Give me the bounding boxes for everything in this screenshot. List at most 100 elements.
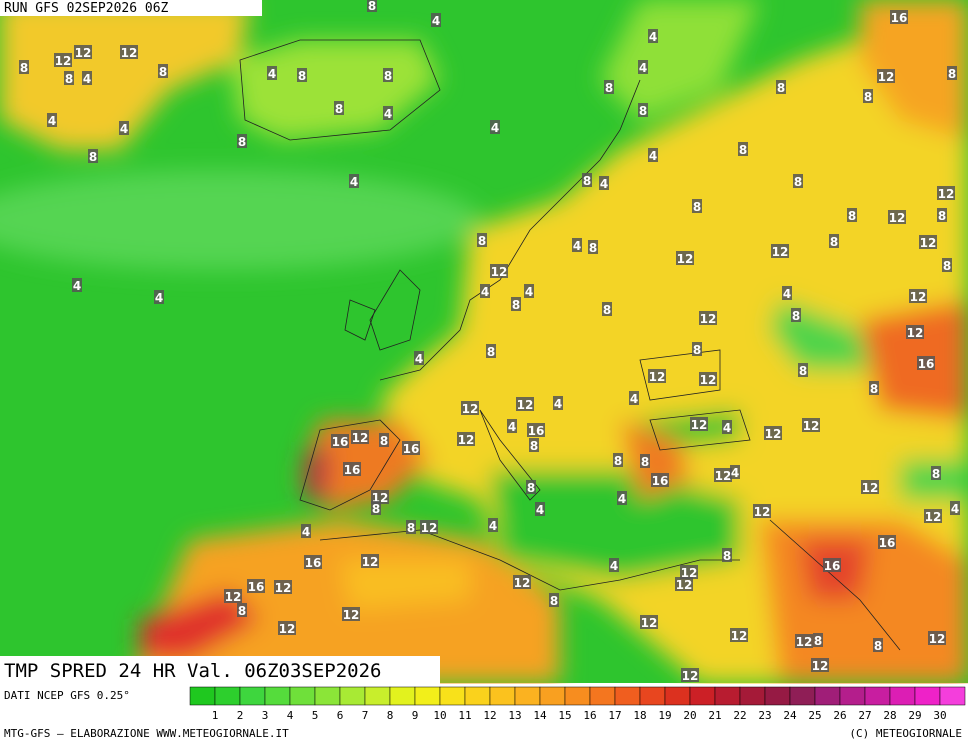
legend-tick-label: 11 — [458, 709, 471, 722]
contour-label: 8 — [384, 69, 392, 83]
legend-tick-label: 10 — [433, 709, 446, 722]
contour-label-box — [802, 418, 820, 432]
contour-label: 4 — [554, 397, 562, 411]
contour-label-box — [798, 363, 808, 377]
legend-swatch — [889, 686, 916, 706]
legend-swatch — [289, 686, 316, 706]
contour-label: 8 — [65, 72, 73, 86]
contour-label: 8 — [848, 209, 856, 223]
contour-label-box — [648, 369, 666, 383]
contour-label-box — [54, 53, 72, 67]
contour-label-box — [680, 565, 698, 579]
legend-swatch — [264, 686, 291, 706]
contour-label-box — [588, 240, 598, 254]
contour-label-box — [535, 502, 545, 516]
contour-label: 12 — [889, 211, 906, 225]
contour-label: 4 — [489, 519, 497, 533]
contour-label: 12 — [925, 510, 942, 524]
legend-tick-label: 30 — [933, 709, 946, 722]
contour-label-box — [349, 174, 359, 188]
contour-label: 16 — [248, 580, 265, 594]
contour-label-box — [513, 575, 531, 589]
contour-label: 12 — [462, 402, 479, 416]
contour-label-box — [873, 638, 883, 652]
contour-label: 16 — [528, 424, 545, 438]
contour-label: 8 — [943, 259, 951, 273]
contour-label-box — [524, 284, 534, 298]
map-title: TMP SPRED 24 HR Val. 06Z03SEP2026 — [4, 660, 382, 682]
legend-tick-label: 5 — [312, 709, 319, 722]
contour-label-box — [823, 558, 841, 572]
contour-label-box — [924, 509, 942, 523]
contour-label-box — [692, 342, 702, 356]
contour-label-box — [343, 462, 361, 476]
legend-swatch — [464, 686, 491, 706]
contour-label-box — [730, 465, 740, 479]
contour-label: 16 — [652, 474, 669, 488]
contour-label: 12 — [225, 590, 242, 604]
contour-label: 12 — [862, 481, 879, 495]
legend-swatch — [539, 686, 566, 706]
legend-tick-label: 12 — [483, 709, 496, 722]
legend-tick-label: 28 — [883, 709, 896, 722]
contour-label-box — [771, 244, 789, 258]
legend-tick-label: 3 — [262, 709, 269, 722]
contour-label: 12 — [715, 469, 732, 483]
legend-tick-label: 13 — [508, 709, 521, 722]
contour-label-box — [675, 577, 693, 591]
contour-label-box — [602, 302, 612, 316]
contour-label-box — [274, 580, 292, 594]
legend-swatch — [564, 686, 591, 706]
contour-label-box — [609, 558, 619, 572]
contour-label: 8 — [605, 81, 613, 95]
contour-label: 4 — [415, 352, 423, 366]
contour-label: 16 — [879, 536, 896, 550]
contour-label: 12 — [796, 635, 813, 649]
legend-swatch — [864, 686, 891, 706]
contour-label: 16 — [332, 435, 349, 449]
contour-label-box — [699, 372, 717, 386]
contour-label: 4 — [48, 114, 56, 128]
contour-label: 12 — [55, 54, 72, 68]
contour-label-box — [931, 466, 941, 480]
contour-label: 4 — [120, 122, 128, 136]
legend-tick-label: 24 — [783, 709, 797, 722]
contour-label: 8 — [794, 175, 802, 189]
legend-swatch — [789, 686, 816, 706]
legend-tick-label: 29 — [908, 709, 921, 722]
contour-label: 8 — [583, 174, 591, 188]
legend-tick-label: 26 — [833, 709, 846, 722]
legend-tick-label: 7 — [362, 709, 369, 722]
contour-label: 12 — [803, 419, 820, 433]
contour-label-box — [753, 504, 771, 518]
contour-label-box — [297, 68, 307, 82]
contour-label-box — [224, 589, 242, 603]
contour-label-box — [119, 121, 129, 135]
contour-label: 4 — [600, 177, 608, 191]
contour-label-box — [572, 238, 582, 252]
legend-swatch — [839, 686, 866, 706]
legend-tick-label: 9 — [412, 709, 419, 722]
contour-label: 8 — [487, 345, 495, 359]
contour-label-box — [47, 113, 57, 127]
legend-swatch — [939, 686, 966, 706]
contour-label-box — [361, 554, 379, 568]
contour-label-box — [414, 351, 424, 365]
contour-label: 12 — [700, 312, 717, 326]
contour-label-box — [613, 453, 623, 467]
contour-label-box — [676, 251, 694, 265]
contour-label: 8 — [89, 150, 97, 164]
contour-label: 12 — [491, 265, 508, 279]
contour-label: 12 — [910, 290, 927, 304]
contour-label-box — [795, 634, 813, 648]
contour-label: 12 — [121, 46, 138, 60]
run-label: RUN GFS 02SEP2026 06Z — [4, 1, 169, 16]
contour-label: 4 — [73, 279, 81, 293]
contour-label: 12 — [731, 629, 748, 643]
contour-label-box — [158, 64, 168, 78]
legend-swatch — [589, 686, 616, 706]
contour-label: 4 — [649, 149, 657, 163]
contour-label: 4 — [639, 61, 647, 75]
